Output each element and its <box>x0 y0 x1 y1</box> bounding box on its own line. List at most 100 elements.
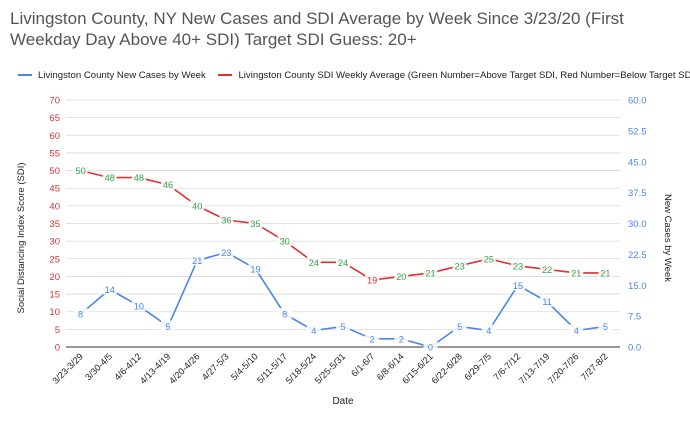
data-label-bg <box>219 246 234 258</box>
cases-data-label: 10 <box>134 301 144 311</box>
data-label-bg <box>452 320 467 332</box>
cases-data-label: 5 <box>457 322 462 332</box>
x-tick-label: 3/23-3/29 <box>50 351 85 386</box>
cases-data-label: 19 <box>250 264 260 274</box>
data-label-bg <box>569 324 584 336</box>
y-left-tick-label: 30 <box>49 237 60 248</box>
left-axis: 0 5 10 15 20 25 30 35 40 45 50 55 60 65 70 <box>49 96 60 354</box>
legend-item-cases: Livingston County New Cases by Week <box>18 70 206 81</box>
x-tick-label: 4/13-4/19 <box>138 351 173 386</box>
x-tick-label: 6/29-7/5 <box>462 351 493 382</box>
y-left-tick-label: 10 <box>49 307 60 318</box>
legend-swatch-cases <box>18 74 32 76</box>
y-left-tick-label: 70 <box>49 96 60 107</box>
y-left-tick-label: 35 <box>49 219 60 230</box>
data-label-bg <box>598 266 613 278</box>
x-tick-label: 4/27-5/3 <box>200 351 231 382</box>
y-right-tick-label: 37.5 <box>628 188 647 199</box>
y-axis-right-label: New Cases by Week <box>662 194 673 282</box>
y-left-tick-label: 55 <box>49 148 60 159</box>
data-label-bg <box>73 308 88 320</box>
cases-data-label: 4 <box>574 326 579 336</box>
y-left-tick-label: 65 <box>49 113 60 124</box>
data-label-bg <box>306 324 321 336</box>
legend-label-cases: Livingston County New Cases by Week <box>38 69 206 81</box>
y-right-tick-label: 52.5 <box>628 126 647 137</box>
x-tick-label: 7/13-7/19 <box>517 351 552 386</box>
y-left-tick-label: 45 <box>49 184 60 195</box>
legend-item-sdi: Livingston County SDI Weekly Average (Gr… <box>218 70 690 81</box>
cases-data-label: 2 <box>399 334 404 344</box>
data-label-bg <box>131 299 146 311</box>
data-label-bg <box>540 295 555 307</box>
y-left-tick-label: 0 <box>55 343 60 354</box>
sdi-data-label: 30 <box>280 237 290 247</box>
data-label-bg <box>481 252 496 264</box>
data-label-bg <box>423 341 438 352</box>
y-right-tick-label: 30.0 <box>628 219 647 230</box>
cases-data-label: 5 <box>165 322 170 332</box>
data-label-bg <box>161 320 176 332</box>
y-left-tick-label: 40 <box>49 201 60 212</box>
chart-title: Livingston County, NY New Cases and SDI … <box>10 9 624 49</box>
cases-data-label: 4 <box>486 326 491 336</box>
data-label-bg <box>510 259 525 271</box>
sdi-data-label: 48 <box>105 173 115 183</box>
y-axis-left-label: Social Distancing Index Score (SDI) <box>16 162 27 313</box>
y-right-tick-label: 7.5 <box>628 312 641 323</box>
cases-data-label: 8 <box>78 310 83 320</box>
data-label-bg <box>277 235 292 247</box>
sdi-data-label: 35 <box>250 219 260 229</box>
data-label-bg <box>365 332 380 344</box>
data-label-bg <box>219 213 234 225</box>
y-right-tick-label: 22.5 <box>628 250 647 261</box>
sdi-data-label: 46 <box>163 180 173 190</box>
sdi-data-label: 21 <box>571 268 581 278</box>
y-left-tick-label: 20 <box>49 272 60 283</box>
sdi-data-label: 24 <box>309 258 319 268</box>
cases-data-label: 0 <box>428 343 433 353</box>
data-label-bg <box>423 266 438 278</box>
data-label-bg <box>394 332 409 344</box>
sdi-data-label: 20 <box>396 272 406 282</box>
x-tick-label: 6/15-6/21 <box>400 351 435 386</box>
x-tick-label: 7/20-7/26 <box>546 351 581 386</box>
sdi-data-label: 24 <box>338 258 348 268</box>
data-label-bg <box>248 217 263 229</box>
sdi-data-label: 36 <box>221 215 231 225</box>
cases-data-label: 15 <box>513 281 523 291</box>
x-tick-label: 7/27-8/2 <box>579 351 610 382</box>
cases-data-label: 23 <box>221 248 231 258</box>
y-left-tick-label: 5 <box>55 325 60 336</box>
data-label-bg <box>190 254 205 266</box>
legend-swatch-sdi <box>218 74 233 76</box>
data-label-bg <box>73 164 88 176</box>
x-tick-label: 5/18-5/24 <box>284 351 319 386</box>
sdi-data-label: 50 <box>75 166 85 176</box>
grid-lines <box>66 99 620 348</box>
data-label-bg <box>161 178 176 190</box>
data-label-bg <box>540 263 555 275</box>
x-tick-label: 4/20-4/26 <box>167 351 202 386</box>
cases-data-label: 14 <box>105 285 115 295</box>
cases-data-label: 2 <box>370 334 375 344</box>
y-right-tick-label: 60.0 <box>628 96 647 107</box>
data-label-bg <box>102 171 117 183</box>
cases-data-label: 8 <box>282 310 287 320</box>
y-left-tick-label: 15 <box>49 290 60 301</box>
x-tick-label: 6/1-6/7 <box>349 351 376 378</box>
sdi-data-label: 48 <box>134 173 144 183</box>
data-label-bg <box>569 266 584 278</box>
chart-legend: Livingston County New Cases by Week Livi… <box>18 68 690 81</box>
sdi-data-label: 21 <box>600 268 610 278</box>
data-label-bg <box>510 279 525 291</box>
x-tick-label: 3/30-4/5 <box>83 351 114 382</box>
data-label-bg <box>598 320 613 332</box>
y-right-tick-label: 0.0 <box>628 343 641 354</box>
x-axis-label: Date <box>332 396 354 407</box>
sdi-data-label: 23 <box>513 261 523 271</box>
cases-data-label: 5 <box>603 322 608 332</box>
